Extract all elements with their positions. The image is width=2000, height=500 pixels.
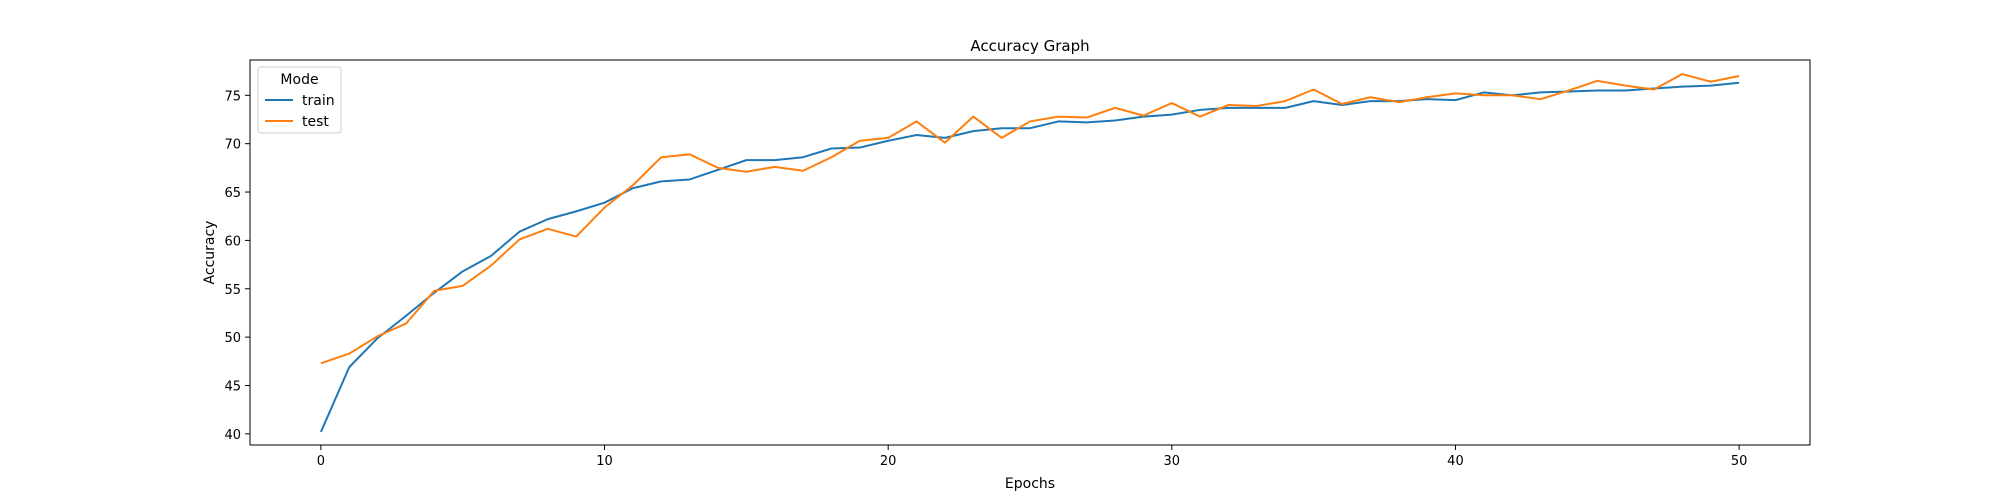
plot-area (249, 59, 1811, 446)
y-tick-label-60: 60 (224, 234, 241, 249)
legend-entries: train test (265, 93, 335, 130)
x-tick-label-10: 10 (596, 454, 613, 469)
legend-title: Mode (280, 72, 318, 88)
x-tick-label-40: 40 (1447, 454, 1464, 469)
y-tick-label-45: 45 (224, 380, 241, 395)
series-line-test (320, 73, 1740, 365)
y-tick-label-70: 70 (224, 138, 241, 153)
plot-frame (249, 59, 1811, 446)
x-tick-label-0: 0 (317, 454, 325, 469)
y-tick-label-75: 75 (224, 89, 241, 104)
y-axis-label: Accuracy (202, 221, 218, 285)
x-tick-label-20: 20 (880, 454, 897, 469)
series-line-train (319, 81, 1740, 433)
x-tick-label-50: 50 (1731, 454, 1748, 469)
y-tick-label-55: 55 (224, 283, 241, 298)
y-axis: 40 45 50 55 60 65 70 75 (224, 89, 250, 443)
legend-label-train: train (302, 93, 335, 109)
legend-label-test: test (302, 114, 329, 130)
x-axis: 0 10 20 30 40 50 (317, 445, 1748, 469)
x-axis-label: Epochs (1005, 476, 1055, 492)
series-layer (319, 73, 1740, 433)
x-tick-label-30: 30 (1164, 454, 1181, 469)
y-tick-label-50: 50 (224, 331, 241, 346)
y-tick-label-40: 40 (224, 428, 241, 443)
chart-title: Accuracy Graph (970, 37, 1089, 55)
y-tick-label-65: 65 (224, 186, 241, 201)
legend-box (257, 66, 342, 134)
legend: Mode train test (257, 66, 342, 134)
